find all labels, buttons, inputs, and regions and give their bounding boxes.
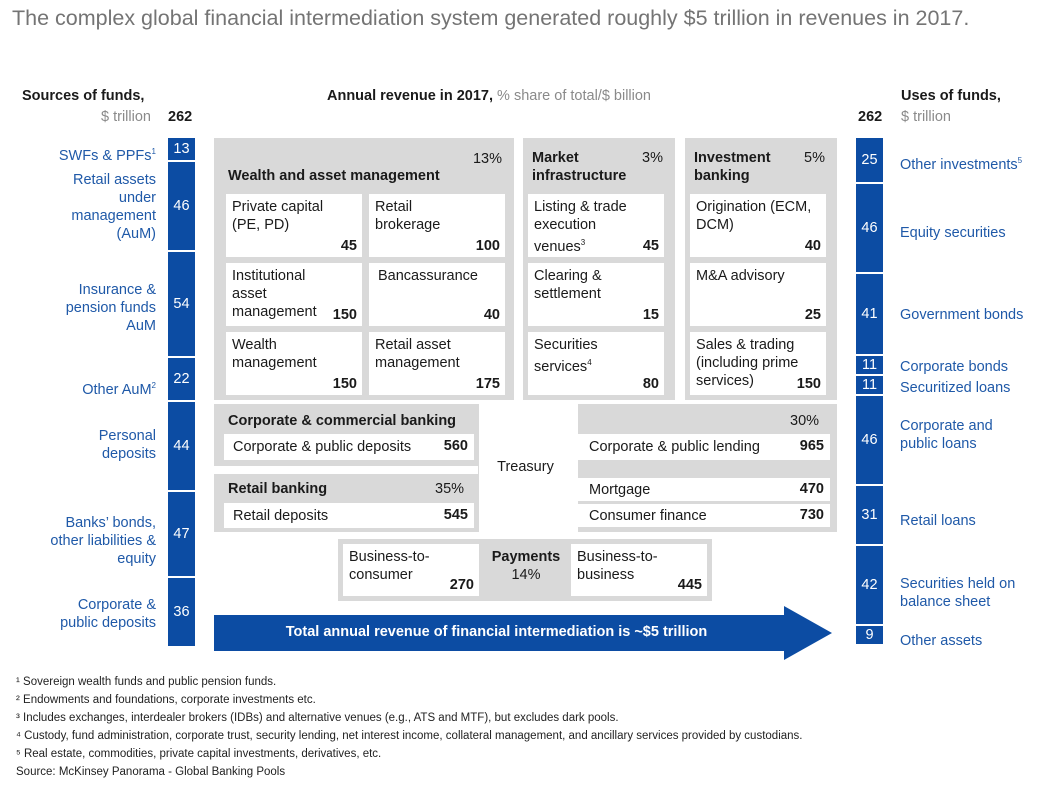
center-header: Annual revenue in 2017, % share of total… (327, 88, 651, 104)
source-segment: 54 (168, 252, 195, 356)
wam-cell: Wealth management 150 (226, 332, 362, 395)
wam-cell: Retail asset management 175 (369, 332, 505, 395)
source-label: Banks’ bonds, other liabilities & equity (50, 515, 156, 567)
wam-cell: Retail brokerage 100 (369, 194, 505, 257)
uses-unit: $ trillion (901, 109, 951, 125)
source-segment: 36 (168, 578, 195, 646)
footnote: ⁴ Custody, fund administration, corporat… (16, 730, 803, 742)
mi-section: Market infrastructure 3% Listing & trade… (523, 138, 675, 400)
use-segment: 46 (856, 184, 883, 272)
source-segment: 46 (168, 162, 195, 250)
footnote: ⁵ Real estate, commodities, private capi… (16, 748, 382, 760)
footnote: ¹ Sovereign wealth funds and public pens… (16, 676, 277, 688)
payments-b2b: Business-to-business 445 (571, 544, 707, 596)
source-label: Insurance & pension funds AuM (65, 282, 156, 334)
footnote: ² Endowments and foundations, corporate … (16, 694, 316, 706)
footnote: ³ Includes exchanges, interdealer broker… (16, 712, 619, 724)
wam-cell: Private capital (PE, PD) 45 (226, 194, 362, 257)
use-segment: 46 (856, 396, 883, 484)
source-note: Source: McKinsey Panorama - Global Banki… (16, 766, 286, 778)
use-label: Securitized loans (900, 380, 1011, 396)
treasury-label: Treasury (497, 459, 554, 475)
rb-consumer-finance: Consumer finance 730 (578, 504, 830, 527)
mi-cell: Listing & trade execution venues3 45 (528, 194, 664, 257)
total-arrow (214, 606, 832, 660)
center-header-label: Annual revenue in 2017, (327, 88, 494, 104)
ib-title: Investment banking (694, 150, 771, 184)
sources-unit: $ trillion (101, 109, 151, 125)
use-segment: 11 (856, 376, 883, 394)
rb-pct: 35% (435, 481, 465, 497)
use-label: Government bonds (900, 307, 1024, 323)
source-label: Personal deposits (98, 428, 156, 462)
page-title: The complex global financial intermediat… (12, 6, 970, 30)
treasury-box: Treasury (481, 412, 570, 524)
ib-section: Investment banking 5% Origination (ECM, … (685, 138, 837, 400)
source-segment: 47 (168, 492, 195, 576)
sources-bar: 13 46 54 22 44 47 36 (168, 138, 195, 646)
payments-pct: 14% (511, 567, 541, 583)
ccb-pct: 30% (790, 413, 820, 429)
total-arrow-text: Total annual revenue of financial interm… (285, 624, 708, 640)
source-label: SWFs & PPFs1 (58, 147, 156, 164)
rb-title: Retail banking (228, 481, 328, 497)
ib-pct: 5% (804, 150, 825, 166)
use-label: Other investments5 (900, 156, 1023, 173)
payments-title: Payments (491, 549, 561, 565)
center-header-sublabel: % share of total/$ billion (497, 88, 651, 104)
use-segment: 42 (856, 546, 883, 624)
source-label: Corporate & public deposits (60, 597, 156, 631)
ccb-lending: Corporate & public lending 965 (578, 434, 830, 460)
wam-cell: Bancassurance 40 (369, 263, 505, 326)
use-label: Equity securities (900, 225, 1006, 241)
use-label: Other assets (900, 633, 983, 649)
use-label: Retail loans (900, 513, 976, 529)
arrow-shape (214, 606, 832, 660)
mi-pct: 3% (642, 150, 663, 166)
use-segment: 41 (856, 274, 883, 354)
use-segment: 31 (856, 486, 883, 544)
ccb-title: Corporate & commercial banking (228, 413, 457, 429)
source-label: Retail assets under management (AuM) (71, 172, 156, 242)
payments-b2c: Business-to-consumer 270 (343, 544, 479, 596)
wam-pct: 13% (472, 151, 502, 167)
rb-deposits: Retail deposits 545 (224, 503, 474, 528)
use-segment: 25 (856, 138, 883, 182)
source-segment: 44 (168, 402, 195, 490)
mi-cell: Securities services4 80 (528, 332, 664, 395)
use-label: Securities held on balance sheet (900, 576, 1016, 610)
wam-title: Wealth and asset management (228, 168, 440, 184)
banking-divider (214, 466, 478, 474)
source-segment: 22 (168, 358, 195, 400)
uses-bar: 25 46 41 11 11 46 31 42 9 (856, 138, 883, 644)
use-segment: 9 (856, 626, 883, 644)
sources-total: 262 (168, 109, 193, 125)
ib-cell: Sales & trading (including prime service… (690, 332, 826, 395)
use-segment: 11 (856, 356, 883, 374)
wam-section: Wealth and asset management 13% Private … (214, 138, 514, 400)
ccb-deposits: Corporate & public deposits 560 (224, 434, 474, 460)
sources-header: Sources of funds, (22, 88, 145, 104)
ib-cell: Origination (ECM, DCM) 40 (690, 194, 826, 257)
ib-cell: M&A advisory 25 (690, 263, 826, 326)
source-label: Other AuM2 (82, 381, 156, 398)
source-segment: 13 (168, 138, 195, 160)
use-label: Corporate bonds (900, 359, 1009, 375)
mi-cell: Clearing & settlement 15 (528, 263, 664, 326)
rb-mortgage: Mortgage 470 (578, 478, 830, 501)
payments-section: Business-to-consumer 270 Payments 14% Bu… (338, 539, 712, 601)
mi-title: Market infrastructure (532, 150, 627, 184)
wam-cell: Institutional asset management 150 (226, 263, 362, 326)
use-label: Corporate and public loans (900, 418, 993, 452)
uses-total: 262 (858, 109, 883, 125)
uses-header: Uses of funds, (901, 88, 1001, 104)
